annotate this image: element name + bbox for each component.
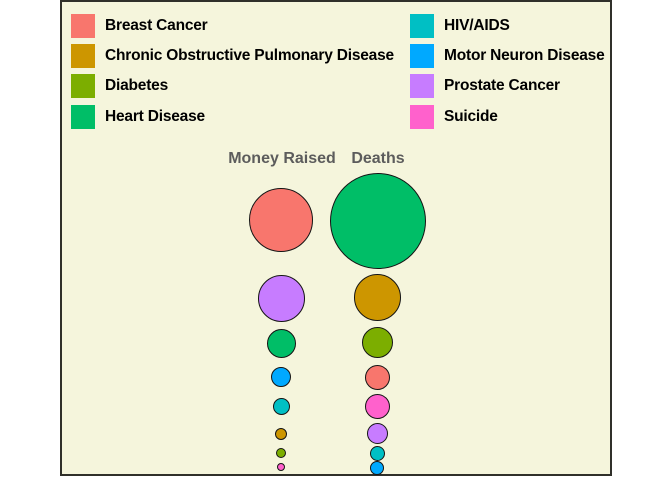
- legend-swatch-breast-cancer: [71, 14, 95, 38]
- legend-item-prostate-cancer: Prostate Cancer: [410, 74, 560, 98]
- legend-item-motor-neuron-disease: Motor Neuron Disease: [410, 44, 605, 68]
- legend-swatch-diabetes: [71, 74, 95, 98]
- column-header-money-raised: Money Raised: [228, 150, 336, 167]
- legend-label-copd: Chronic Obstructive Pulmonary Disease: [105, 47, 394, 64]
- legend-label-diabetes: Diabetes: [105, 77, 169, 94]
- legend-item-breast-cancer: Breast Cancer: [71, 14, 208, 38]
- legend-item-diabetes: Diabetes: [71, 74, 168, 98]
- legend-swatch-motor-neuron-disease: [410, 44, 434, 68]
- legend-item-hiv-aids: HIV/AIDS: [410, 14, 510, 38]
- legend-item-heart-disease: Heart Disease: [71, 105, 205, 129]
- legend-label-hiv-aids: HIV/AIDS: [444, 17, 510, 34]
- legend-swatch-hiv-aids: [410, 14, 434, 38]
- legend-label-prostate-cancer: Prostate Cancer: [444, 77, 560, 94]
- legend-item-suicide: Suicide: [410, 105, 498, 129]
- legend-label-motor-neuron-disease: Motor Neuron Disease: [444, 47, 605, 64]
- legend-swatch-copd: [71, 44, 95, 68]
- legend-swatch-prostate-cancer: [410, 74, 434, 98]
- column-header-deaths: Deaths: [351, 150, 405, 167]
- legend-label-breast-cancer: Breast Cancer: [105, 17, 208, 34]
- legend-item-copd: Chronic Obstructive Pulmonary Disease: [71, 44, 394, 68]
- legend-swatch-heart-disease: [71, 105, 95, 129]
- legend-label-heart-disease: Heart Disease: [105, 108, 205, 125]
- chart-panel: Breast Cancer Chronic Obstructive Pulmon…: [60, 0, 612, 476]
- legend-label-suicide: Suicide: [444, 108, 498, 125]
- legend-swatch-suicide: [410, 105, 434, 129]
